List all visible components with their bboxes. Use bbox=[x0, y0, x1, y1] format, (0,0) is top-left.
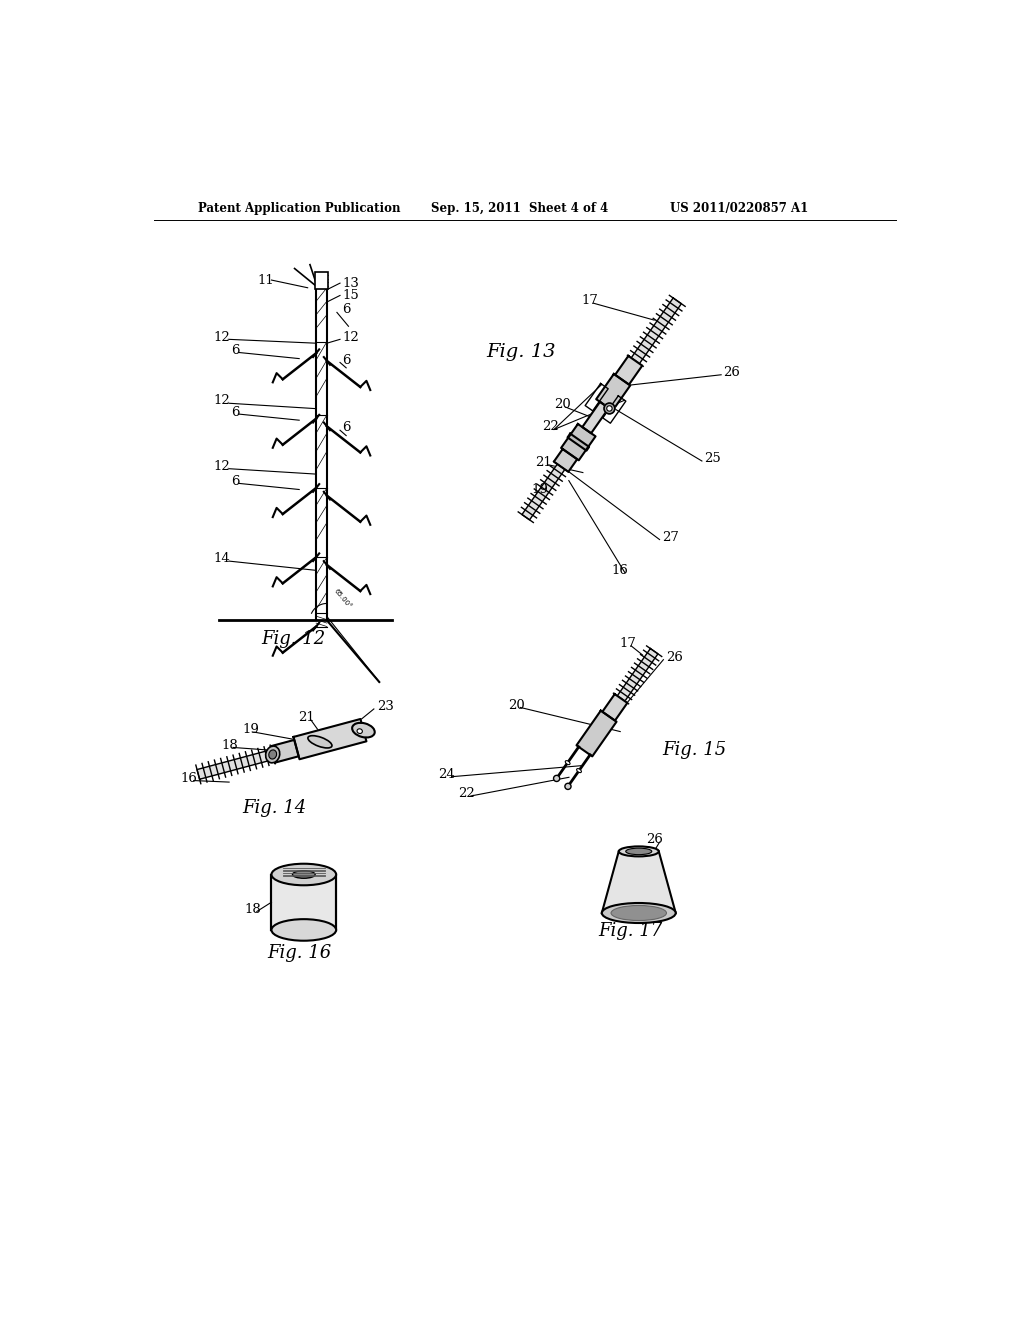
Circle shape bbox=[604, 403, 614, 414]
Polygon shape bbox=[583, 401, 609, 433]
Ellipse shape bbox=[577, 768, 582, 772]
Polygon shape bbox=[271, 875, 336, 929]
Ellipse shape bbox=[565, 760, 570, 764]
Polygon shape bbox=[197, 750, 274, 779]
Polygon shape bbox=[615, 356, 642, 384]
Circle shape bbox=[607, 405, 612, 411]
Circle shape bbox=[554, 775, 560, 781]
Text: Fig. 12: Fig. 12 bbox=[261, 630, 326, 648]
Circle shape bbox=[565, 783, 571, 789]
Text: Sep. 15, 2011  Sheet 4 of 4: Sep. 15, 2011 Sheet 4 of 4 bbox=[431, 202, 608, 215]
Polygon shape bbox=[602, 694, 628, 721]
Text: 12: 12 bbox=[214, 395, 230, 408]
Ellipse shape bbox=[293, 871, 315, 878]
Text: 20: 20 bbox=[554, 399, 570, 412]
Text: 15: 15 bbox=[342, 289, 359, 302]
Text: 22: 22 bbox=[458, 787, 474, 800]
Text: Patent Application Publication: Patent Application Publication bbox=[199, 202, 400, 215]
Polygon shape bbox=[596, 374, 630, 411]
Text: 12: 12 bbox=[214, 459, 230, 473]
Polygon shape bbox=[631, 298, 681, 363]
Text: 26: 26 bbox=[666, 651, 683, 664]
Text: 6: 6 bbox=[342, 421, 351, 434]
Text: 23: 23 bbox=[377, 700, 394, 713]
Text: 6: 6 bbox=[342, 354, 351, 367]
Text: 16: 16 bbox=[611, 564, 629, 577]
Text: Fig. 17: Fig. 17 bbox=[599, 923, 663, 940]
Text: 18: 18 bbox=[221, 739, 239, 751]
Polygon shape bbox=[270, 741, 299, 763]
Text: 21: 21 bbox=[298, 711, 315, 723]
Text: 17: 17 bbox=[581, 294, 598, 308]
Text: 20: 20 bbox=[508, 698, 524, 711]
Text: Fig. 13: Fig. 13 bbox=[486, 343, 556, 362]
Text: 11: 11 bbox=[258, 273, 274, 286]
Text: 12: 12 bbox=[214, 330, 230, 343]
Ellipse shape bbox=[268, 750, 276, 759]
Ellipse shape bbox=[271, 863, 336, 886]
Polygon shape bbox=[522, 465, 565, 520]
Polygon shape bbox=[577, 710, 616, 756]
Text: 19: 19 bbox=[243, 723, 259, 737]
Polygon shape bbox=[561, 424, 596, 461]
Text: 17: 17 bbox=[620, 638, 636, 649]
Text: 13: 13 bbox=[342, 277, 359, 289]
Text: 6: 6 bbox=[230, 475, 240, 488]
Text: 65.00°: 65.00° bbox=[333, 587, 353, 610]
Polygon shape bbox=[602, 851, 676, 913]
Text: 6: 6 bbox=[342, 302, 351, 315]
Text: 6: 6 bbox=[230, 345, 240, 358]
Text: Fig. 16: Fig. 16 bbox=[267, 944, 332, 962]
Ellipse shape bbox=[602, 903, 676, 923]
Text: 24: 24 bbox=[438, 768, 456, 781]
Text: Fig. 14: Fig. 14 bbox=[243, 799, 306, 817]
Ellipse shape bbox=[308, 735, 332, 748]
Text: 22: 22 bbox=[543, 420, 559, 433]
Polygon shape bbox=[567, 434, 589, 450]
Text: 12: 12 bbox=[342, 330, 359, 343]
Text: 18: 18 bbox=[245, 903, 261, 916]
Ellipse shape bbox=[271, 919, 336, 941]
Polygon shape bbox=[294, 719, 367, 759]
Text: 27: 27 bbox=[662, 531, 679, 544]
Text: Fig. 15: Fig. 15 bbox=[662, 741, 726, 759]
Ellipse shape bbox=[265, 746, 280, 763]
Bar bbox=[315, 272, 328, 289]
Ellipse shape bbox=[618, 846, 658, 857]
Ellipse shape bbox=[352, 723, 375, 738]
Text: 14: 14 bbox=[214, 552, 230, 565]
Text: 16: 16 bbox=[180, 772, 198, 785]
Text: 26: 26 bbox=[724, 366, 740, 379]
Ellipse shape bbox=[611, 906, 667, 920]
Text: 6: 6 bbox=[230, 407, 240, 418]
Ellipse shape bbox=[357, 729, 362, 734]
Polygon shape bbox=[617, 648, 658, 701]
Text: 25: 25 bbox=[705, 453, 721, 465]
Text: 19: 19 bbox=[531, 483, 548, 496]
Text: 26: 26 bbox=[646, 833, 664, 846]
Ellipse shape bbox=[626, 849, 651, 854]
Text: 21: 21 bbox=[535, 455, 552, 469]
Text: US 2011/0220857 A1: US 2011/0220857 A1 bbox=[670, 202, 808, 215]
Polygon shape bbox=[554, 449, 578, 471]
